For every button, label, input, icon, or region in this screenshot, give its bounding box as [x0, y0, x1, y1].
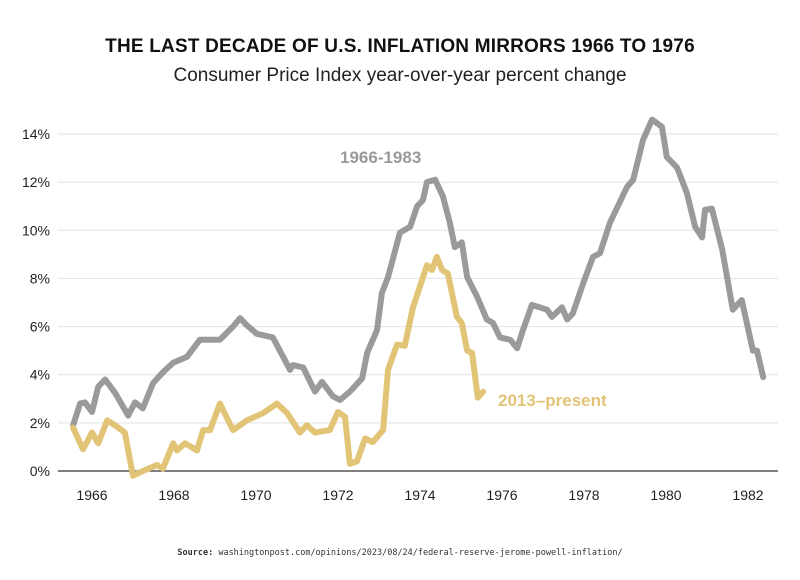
series-label-1966-1983: 1966-1983	[340, 148, 421, 167]
x-tick-label: 1980	[650, 487, 681, 503]
x-axis-ticks: 1966 1968 1970 1972 1974 1976 1978 1980 1982	[76, 487, 763, 503]
y-tick-label: 4%	[30, 367, 50, 383]
x-tick-label: 1968	[158, 487, 189, 503]
x-tick-label: 1970	[240, 487, 271, 503]
x-tick-label: 1976	[486, 487, 517, 503]
series-line-1966-1983	[70, 116, 767, 429]
chart-subtitle: Consumer Price Index year-over-year perc…	[173, 65, 627, 86]
y-tick-label: 2%	[30, 415, 50, 431]
x-tick-label: 1978	[568, 487, 599, 503]
y-tick-label: 12%	[22, 174, 50, 190]
source-note: Source: washingtonpost.com/opinions/2023…	[0, 548, 800, 558]
y-tick-label: 6%	[30, 319, 50, 335]
y-tick-label: 10%	[22, 222, 50, 238]
y-tick-label: 0%	[30, 463, 50, 479]
line-chart: 0% 2% 4% 6% 8% 10% 12% 14% 1966 1968 1970 1972 1974…	[22, 116, 778, 503]
x-tick-label: 1982	[732, 487, 763, 503]
series-lines	[70, 116, 767, 479]
x-tick-label: 1966	[76, 487, 107, 503]
y-axis-ticks: 0% 2% 4% 6% 8% 10% 12% 14%	[22, 126, 50, 479]
source-label: Source:	[177, 548, 214, 558]
y-tick-label: 8%	[30, 270, 50, 286]
y-tick-label: 14%	[22, 126, 50, 142]
series-label-2013-present: 2013–present	[498, 391, 607, 410]
series-line-2013-present	[70, 253, 487, 479]
x-tick-label: 1972	[322, 487, 353, 503]
source-url: washingtonpost.com/opinions/2023/08/24/f…	[218, 548, 623, 558]
chart-title: THE LAST DECADE OF U.S. INFLATION MIRROR…	[105, 36, 695, 57]
gridlines	[58, 133, 778, 472]
x-tick-label: 1974	[404, 487, 435, 503]
